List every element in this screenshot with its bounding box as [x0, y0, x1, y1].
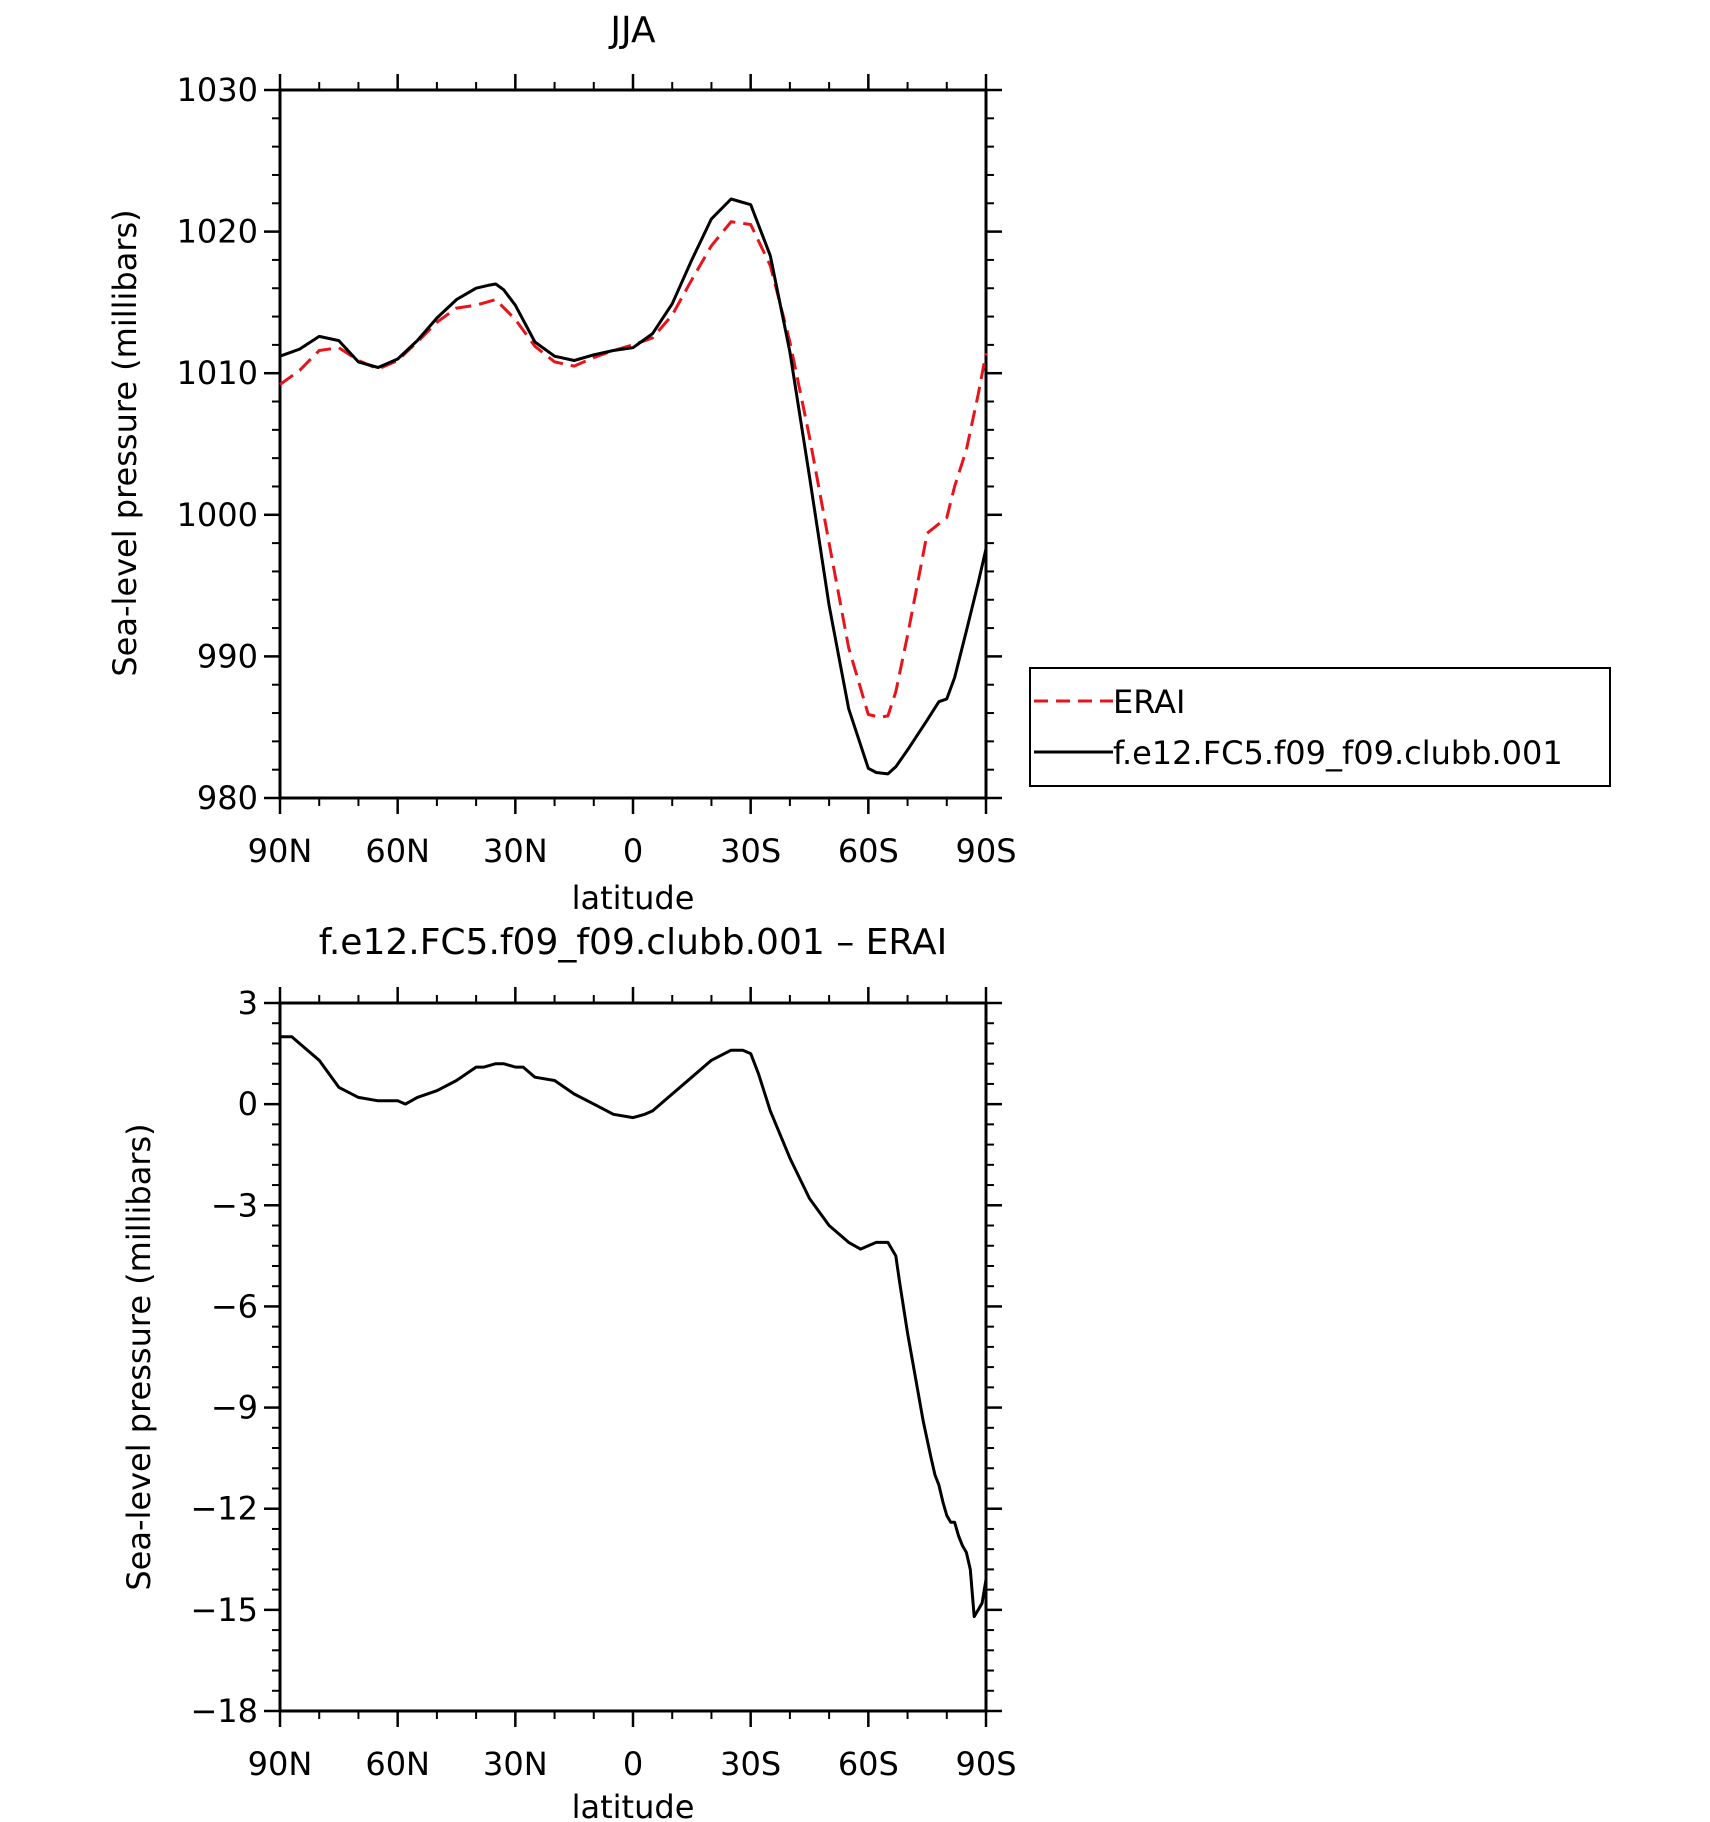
panel-difference: f.e12.FC5.f09_f09.clubb.001 – ERAI 3 0 −3 −…: [120, 922, 1017, 1822]
x-tick-labels: 90N 60N 30N 0 30S 60S 90S: [248, 1745, 1017, 1783]
x-axis-label: latitude: [572, 879, 695, 917]
x-tick-label: 90N: [248, 832, 313, 870]
y-tick-label: −9: [211, 1389, 258, 1427]
y-tick-label: 990: [197, 637, 258, 675]
x-tick-label: 30N: [483, 832, 548, 870]
y-tick-label: 1020: [177, 213, 258, 251]
plot-frame: [278, 88, 988, 800]
x-tick-label: 60N: [365, 832, 430, 870]
axis-ticks: [264, 74, 1002, 814]
axis-minor-ticks: [272, 995, 994, 1719]
y-tick-label: 1010: [177, 354, 258, 392]
legend-label-model: f.e12.FC5.f09_f09.clubb.001: [1113, 734, 1563, 772]
plot-frame: [278, 1001, 988, 1713]
axis-minor-ticks: [272, 82, 994, 806]
series-group: [279, 197, 988, 776]
y-tick-labels: 3 0 −3 −6 −9 −12 −15 −18: [190, 984, 258, 1730]
y-axis-label: Sea-level pressure (millibars): [120, 1123, 158, 1590]
y-tick-label: 3: [238, 984, 258, 1022]
x-tick-label: 90N: [248, 1745, 313, 1783]
series-line-erai: [279, 220, 988, 719]
y-tick-label: −15: [190, 1591, 258, 1629]
y-tick-label: −6: [211, 1287, 258, 1325]
series-group: [280, 1035, 988, 1619]
x-tick-label: 60S: [838, 832, 899, 870]
legend-label-erai: ERAI: [1113, 683, 1185, 721]
x-tick-labels: 90N 60N 30N 0 30S 60S 90S: [248, 832, 1017, 870]
series-line-model: [280, 1035, 988, 1619]
panel-jja: JJA 980 990 1000 1010 1020 1030 90N 60N 30N 0 30S…: [106, 10, 1611, 917]
y-tick-label: 1000: [177, 496, 258, 534]
legend: ERAI f.e12.FC5.f09_f09.clubb.001: [1029, 667, 1611, 787]
legend-box: [1029, 667, 1611, 787]
x-axis-label: latitude: [572, 1788, 695, 1822]
x-tick-label: 30S: [720, 1745, 781, 1783]
x-tick-label: 0: [623, 1745, 643, 1783]
chart-title: JJA: [608, 10, 656, 51]
x-tick-label: 0: [623, 832, 643, 870]
y-axis-label: Sea-level pressure (millibars): [106, 209, 144, 676]
y-tick-label: −12: [190, 1490, 258, 1528]
y-tick-label: −18: [190, 1692, 258, 1730]
y-tick-label: 0: [238, 1085, 258, 1123]
y-tick-labels: 980 990 1000 1010 1020 1030: [177, 71, 258, 817]
chart-title: f.e12.FC5.f09_f09.clubb.001 – ERAI: [319, 922, 947, 963]
y-tick-label: −3: [211, 1186, 258, 1224]
x-tick-label: 60S: [838, 1745, 899, 1783]
x-tick-label: 90S: [955, 832, 1016, 870]
x-tick-label: 30N: [483, 1745, 548, 1783]
x-tick-label: 30S: [720, 832, 781, 870]
x-tick-label: 60N: [365, 1745, 430, 1783]
y-tick-label: 980: [197, 779, 258, 817]
x-tick-label: 90S: [955, 1745, 1016, 1783]
series-line-model: [279, 197, 988, 776]
axis-ticks: [264, 987, 1002, 1727]
y-tick-label: 1030: [177, 71, 258, 109]
